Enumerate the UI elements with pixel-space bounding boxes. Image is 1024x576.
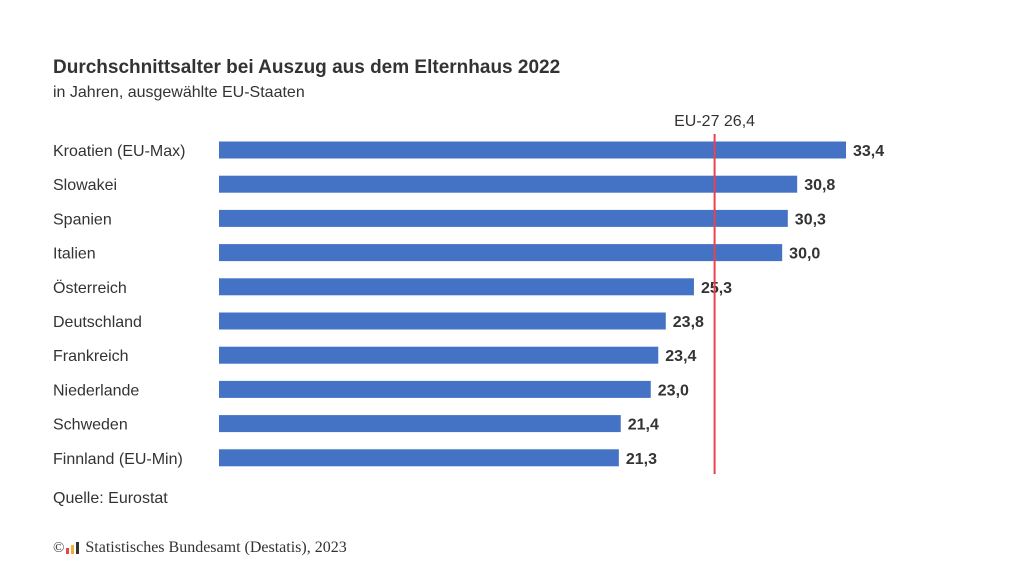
category-label: Frankreich (53, 348, 129, 365)
value-label: 33,4 (853, 143, 884, 160)
value-label: 23,4 (665, 348, 696, 365)
category-label: Spanien (53, 211, 112, 228)
value-label: 23,0 (658, 382, 689, 399)
category-label: Deutschland (53, 314, 142, 331)
bar (219, 346, 659, 364)
bar (219, 278, 694, 296)
value-label: 21,4 (628, 417, 659, 434)
category-label: Niederlande (53, 382, 139, 399)
bar (219, 141, 846, 159)
copyright-text: Statistisches Bundesamt (Destatis), 2023 (85, 539, 347, 556)
bar (219, 449, 619, 467)
copyright-line: © Statistisches Bundesamt (Destatis), 20… (53, 539, 347, 557)
source-note: Quelle: Eurostat (53, 490, 168, 507)
destatis-logo-icon (66, 542, 80, 554)
bar (219, 175, 798, 193)
chart-title: Durchschnittsalter bei Auszug aus dem El… (53, 57, 561, 78)
chart-subtitle: in Jahren, ausgewählte EU-Staaten (53, 84, 305, 101)
bar (219, 380, 651, 398)
value-label: 21,3 (626, 451, 657, 468)
category-label: Kroatien (EU-Max) (53, 143, 185, 160)
value-label: 25,3 (701, 280, 732, 297)
value-label: 30,8 (804, 177, 835, 194)
category-label: Italien (53, 246, 96, 263)
copyright-symbol: © (53, 539, 65, 556)
bar (219, 209, 788, 227)
value-label: 30,0 (789, 246, 820, 263)
category-label: Slowakei (53, 177, 117, 194)
bar (219, 244, 783, 262)
value-label: 23,8 (673, 314, 704, 331)
value-label: 30,3 (795, 211, 826, 228)
bar (219, 415, 621, 433)
eu27-reference-label: EU-27 26,4 (674, 113, 755, 130)
category-label: Finnland (EU-Min) (53, 451, 183, 468)
category-label: Schweden (53, 417, 128, 434)
category-label: Österreich (53, 279, 127, 297)
bar (219, 312, 666, 330)
